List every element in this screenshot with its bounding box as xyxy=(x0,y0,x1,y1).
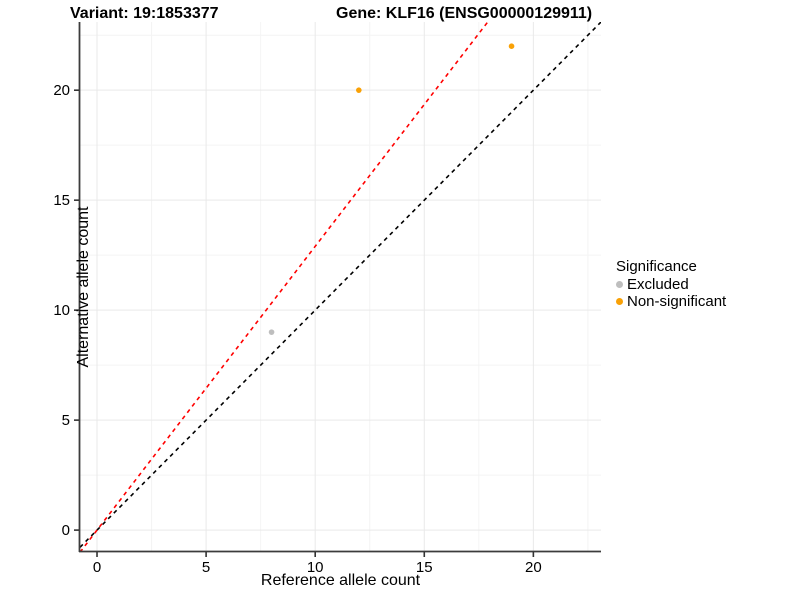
data-point-non-significant xyxy=(508,43,515,49)
y-tick-label: 15 xyxy=(53,192,70,209)
y-axis-title: Alternative allele count xyxy=(75,206,92,368)
x-tick-label: 20 xyxy=(525,559,542,576)
legend-item-label: Excluded xyxy=(627,276,689,293)
y-tick-label: 5 xyxy=(62,412,70,429)
identity-line xyxy=(80,22,601,548)
legend-item-label: Non-significant xyxy=(627,293,727,310)
y-tick-label: 10 xyxy=(53,302,70,319)
y-tick-label: 20 xyxy=(53,82,70,99)
data-point-excluded xyxy=(268,329,275,335)
variant-title: Variant: 19:1853377 xyxy=(70,5,219,22)
x-tick-label: 10 xyxy=(307,559,324,576)
data-point-non-significant xyxy=(356,87,362,93)
y-tick-label: 0 xyxy=(62,522,70,539)
x-tick-label: 0 xyxy=(93,559,101,576)
legend-item-excluded: Excluded xyxy=(616,276,796,293)
excluded-dot-icon xyxy=(616,281,623,288)
legend-item-non-significant: Non-significant xyxy=(616,293,796,310)
gene-title: Gene: KLF16 (ENSG00000129911) xyxy=(336,5,593,22)
non-significant-dot-icon xyxy=(616,298,623,305)
x-tick-label: 15 xyxy=(416,559,433,576)
x-axis-title: Reference allele count xyxy=(260,572,421,589)
expected-ratio-line xyxy=(80,22,489,551)
x-tick-label: 5 xyxy=(202,559,210,576)
legend: Significance Excluded Non-significant xyxy=(616,258,796,310)
legend-title: Significance xyxy=(616,258,697,275)
